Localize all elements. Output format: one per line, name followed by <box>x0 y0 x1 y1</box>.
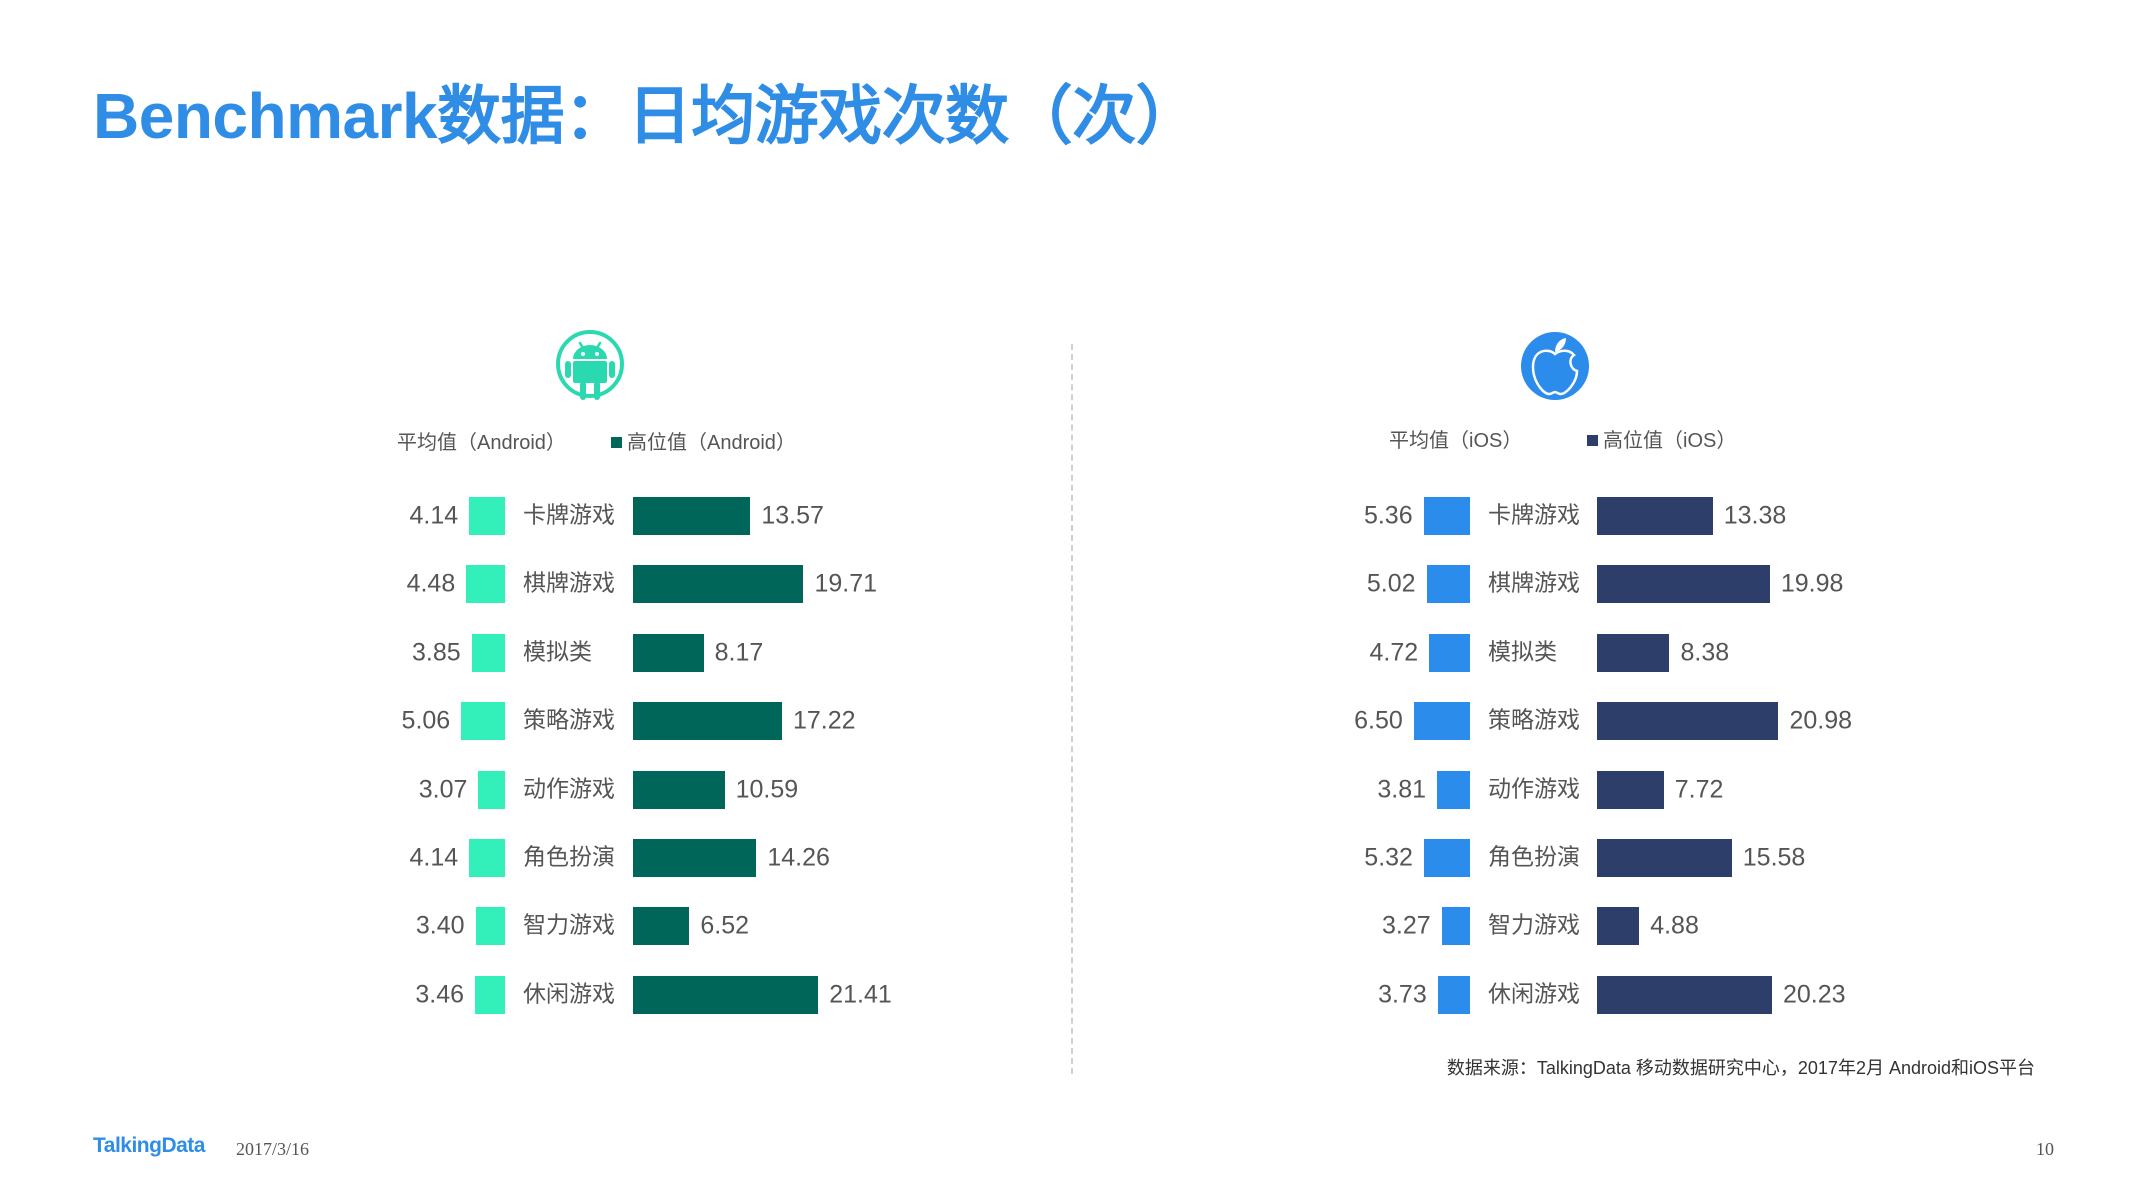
page-number: 10 <box>2036 1139 2054 1159</box>
android-high-value-label: 17.22 <box>792 706 856 735</box>
android-avg-bar <box>466 565 505 604</box>
ios-high-bar <box>1597 497 1713 535</box>
ios-high-bar <box>1597 702 1779 741</box>
android-high-bar <box>633 839 757 877</box>
ios-high-value-label: 4.88 <box>1650 911 1699 940</box>
android-high-bar <box>633 633 704 672</box>
legend-label: 平均值（Android） <box>397 432 566 454</box>
footer-logo: TalkingData <box>93 1134 205 1157</box>
android-high-value-label: 8.17 <box>714 638 764 667</box>
ios-avg-bar <box>1426 565 1470 604</box>
android-high-bar <box>633 565 804 604</box>
legend-android-avg: 平均值（Android） <box>397 430 566 456</box>
android-high-value-label: 10.59 <box>735 775 799 804</box>
ios-avg-value-label: 6.50 <box>1354 706 1403 735</box>
ios-avg-bar <box>1437 975 1470 1014</box>
android-avg-bar <box>478 770 505 809</box>
android-avg-value-label: 4.14 <box>409 501 459 530</box>
legend-android-high: 高位值（Android） <box>611 430 796 456</box>
ios-high-value-label: 19.98 <box>1780 569 1844 598</box>
ios-high-bar <box>1597 565 1770 604</box>
ios-avg-value-label: 3.27 <box>1382 911 1431 940</box>
ios-high-bar <box>1597 839 1732 877</box>
android-category-label: 棋牌游戏 <box>523 569 615 596</box>
android-high-value-label: 13.57 <box>761 501 824 530</box>
android-avg-bar <box>475 907 505 946</box>
ios-avg-value-label: 5.02 <box>1366 569 1416 598</box>
ios-category-label: 卡牌游戏 <box>1488 501 1580 528</box>
legend-label: 高位值（iOS） <box>1603 430 1737 452</box>
android-category-label: 角色扮演 <box>523 843 615 870</box>
ios-avg-value-label: 5.32 <box>1364 843 1413 872</box>
ios-avg-value-label: 4.72 <box>1369 638 1419 667</box>
android-high-value-label: 14.26 <box>767 843 830 872</box>
ios-high-value-label: 8.38 <box>1680 638 1730 667</box>
android-high-bar <box>633 770 725 809</box>
android-category-label: 卡牌游戏 <box>523 501 615 528</box>
legend-marker <box>1587 435 1598 446</box>
apple-icon <box>1518 329 1592 403</box>
legend-ios-avg: 平均值（iOS） <box>1389 428 1522 454</box>
android-category-label: 动作游戏 <box>523 774 615 801</box>
ios-category-label: 模拟类 <box>1488 638 1557 665</box>
ios-high-value-label: 20.23 <box>1782 980 1846 1009</box>
ios-high-bar <box>1597 770 1664 809</box>
source-note: 数据来源：TalkingData 移动数据研究中心，2017年2月 Androi… <box>1446 1058 2035 1078</box>
android-high-bar <box>633 907 690 946</box>
ios-high-value-label: 13.38 <box>1723 501 1787 530</box>
ios-avg-bar <box>1423 497 1470 535</box>
android-high-bar <box>633 497 751 535</box>
ios-category-label: 棋牌游戏 <box>1488 569 1580 596</box>
android-avg-bar <box>461 702 505 741</box>
ios-high-bar <box>1597 907 1640 946</box>
android-high-bar <box>633 702 782 741</box>
legend-label: 平均值（iOS） <box>1389 430 1523 452</box>
android-avg-value-label: 3.07 <box>418 775 468 804</box>
legend-ios-high: 高位值（iOS） <box>1587 428 1736 454</box>
ios-avg-bar <box>1441 907 1470 946</box>
ios-category-label: 策略游戏 <box>1488 706 1580 733</box>
android-avg-bar <box>471 633 505 672</box>
ios-high-bar <box>1597 633 1670 672</box>
ios-category-label: 智力游戏 <box>1488 911 1580 938</box>
android-category-label: 模拟类 <box>523 638 592 665</box>
android-avg-bar <box>475 975 505 1014</box>
footer-date: 2017/3/16 <box>236 1139 310 1159</box>
android-avg-value-label: 4.48 <box>406 569 456 598</box>
ios-avg-bar <box>1413 702 1470 741</box>
android-avg-value-label: 3.40 <box>415 911 465 940</box>
android-high-value-label: 21.41 <box>829 980 892 1009</box>
ios-avg-value-label: 5.36 <box>1363 501 1413 530</box>
android-avg-value-label: 3.85 <box>412 638 461 667</box>
legend-marker <box>611 437 622 448</box>
android-high-bar <box>633 975 819 1014</box>
legend-label: 高位值（Android） <box>627 432 796 454</box>
android-avg-value-label: 3.46 <box>415 980 465 1009</box>
android-avg-value-label: 4.14 <box>409 843 459 872</box>
ios-category-label: 动作游戏 <box>1488 774 1580 801</box>
android-avg-bar <box>469 497 505 535</box>
android-avg-value-label: 5.06 <box>401 706 451 735</box>
ios-avg-bar <box>1429 633 1470 672</box>
android-avg-bar <box>469 839 505 877</box>
ios-high-bar <box>1597 975 1772 1014</box>
android-category-label: 策略游戏 <box>523 706 615 733</box>
page-title: Benchmark数据：日均游戏次数（次） <box>93 80 1200 152</box>
ios-high-value-label: 15.58 <box>1742 843 1806 872</box>
ios-avg-value-label: 3.81 <box>1377 775 1427 804</box>
ios-avg-bar <box>1423 839 1470 877</box>
panel-divider <box>1071 344 1073 1074</box>
android-high-value-label: 19.71 <box>814 569 878 598</box>
android-icon <box>553 329 627 403</box>
ios-avg-bar <box>1437 770 1470 809</box>
ios-category-label: 角色扮演 <box>1488 843 1580 870</box>
android-category-label: 休闲游戏 <box>523 980 615 1007</box>
ios-high-value-label: 7.72 <box>1674 775 1724 804</box>
ios-category-label: 休闲游戏 <box>1488 980 1580 1007</box>
android-high-value-label: 6.52 <box>700 911 750 940</box>
android-category-label: 智力游戏 <box>523 911 615 938</box>
ios-high-value-label: 20.98 <box>1789 706 1853 735</box>
ios-avg-value-label: 3.73 <box>1378 980 1427 1009</box>
